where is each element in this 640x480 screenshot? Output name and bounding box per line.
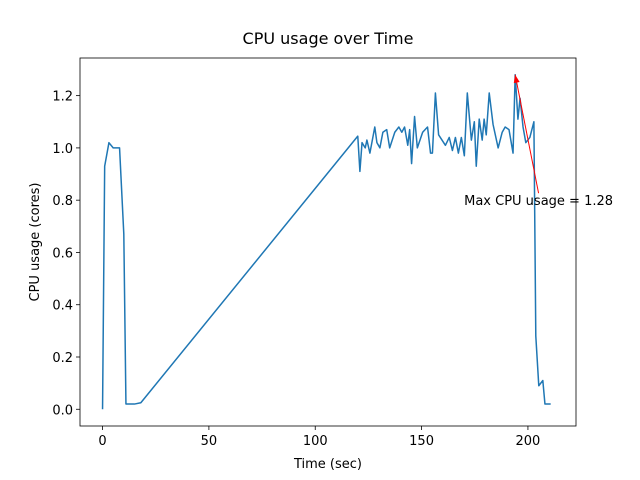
x-tick-label: 0	[98, 434, 106, 449]
y-tick-label: 0.6	[52, 246, 73, 261]
axes-frame	[79, 57, 577, 427]
y-tick-label: 0.0	[52, 403, 73, 418]
x-tick-label: 50	[201, 434, 218, 449]
x-axis-label: Time (sec)	[293, 457, 362, 472]
annotation-arrowhead	[513, 74, 520, 84]
y-tick-label: 1.0	[52, 142, 73, 157]
y-tick-label: 1.2	[52, 90, 73, 105]
y-axis-label: CPU usage (cores)	[28, 183, 43, 302]
annotation-arrow	[514, 74, 540, 194]
x-tick-label: 150	[409, 434, 434, 449]
y-tick-label: 0.4	[52, 299, 73, 314]
x-tick-label: 100	[303, 434, 328, 449]
x-tick-label: 200	[516, 434, 541, 449]
data-line	[101, 73, 551, 410]
y-tick-label: 0.2	[52, 351, 73, 366]
chart-title: CPU usage over Time	[243, 29, 414, 48]
annotation-text: Max CPU usage = 1.28	[464, 194, 613, 209]
y-tick-label: 0.8	[52, 194, 73, 209]
